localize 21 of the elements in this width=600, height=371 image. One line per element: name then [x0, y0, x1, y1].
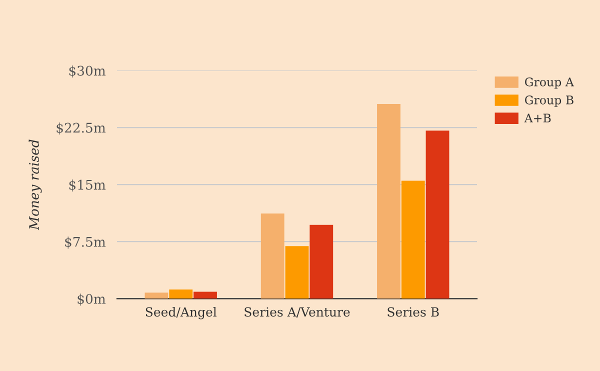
bar: [169, 290, 193, 299]
bar: [144, 292, 168, 299]
bar: [377, 104, 400, 299]
bar: [401, 180, 425, 299]
bar: [426, 130, 450, 299]
bar: [194, 292, 217, 299]
legend-label: A+B: [524, 114, 551, 122]
bar: [310, 224, 334, 299]
y-axis-title: Money raised: [28, 140, 42, 230]
y-tick-label: $7.5m: [65, 236, 106, 249]
x-tick-label: Series A/Venture: [244, 307, 350, 318]
legend-label: Group B: [525, 96, 574, 107]
y-tick-label: $22.5m: [56, 122, 106, 134]
y-tick-label: $15m: [69, 180, 106, 192]
x-tick-label: Series B: [388, 307, 439, 317]
legend-label: Group A: [525, 77, 574, 89]
y-tick-label: $30m: [69, 65, 106, 78]
bar: [285, 246, 309, 299]
x-tick-label: Seed/Angel: [146, 306, 217, 320]
y-tick-label: $0m: [78, 294, 106, 306]
bar: [260, 213, 284, 299]
